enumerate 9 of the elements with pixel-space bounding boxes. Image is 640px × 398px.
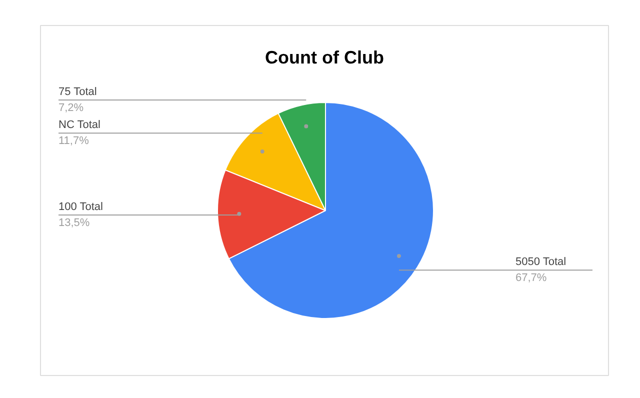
slice-label: 5050 Total <box>516 256 566 268</box>
data-label: 13,5% <box>58 216 90 229</box>
data-label: 67,7% <box>516 272 547 284</box>
data-label: 11,7% <box>58 135 90 148</box>
chart-title: Count of Club <box>265 48 384 68</box>
slice-label: 100 Total <box>58 200 103 213</box>
slice-label: NC Total <box>58 119 100 132</box>
slice-label: 75 Total <box>58 86 97 98</box>
data-label: 7,2% <box>58 102 84 114</box>
